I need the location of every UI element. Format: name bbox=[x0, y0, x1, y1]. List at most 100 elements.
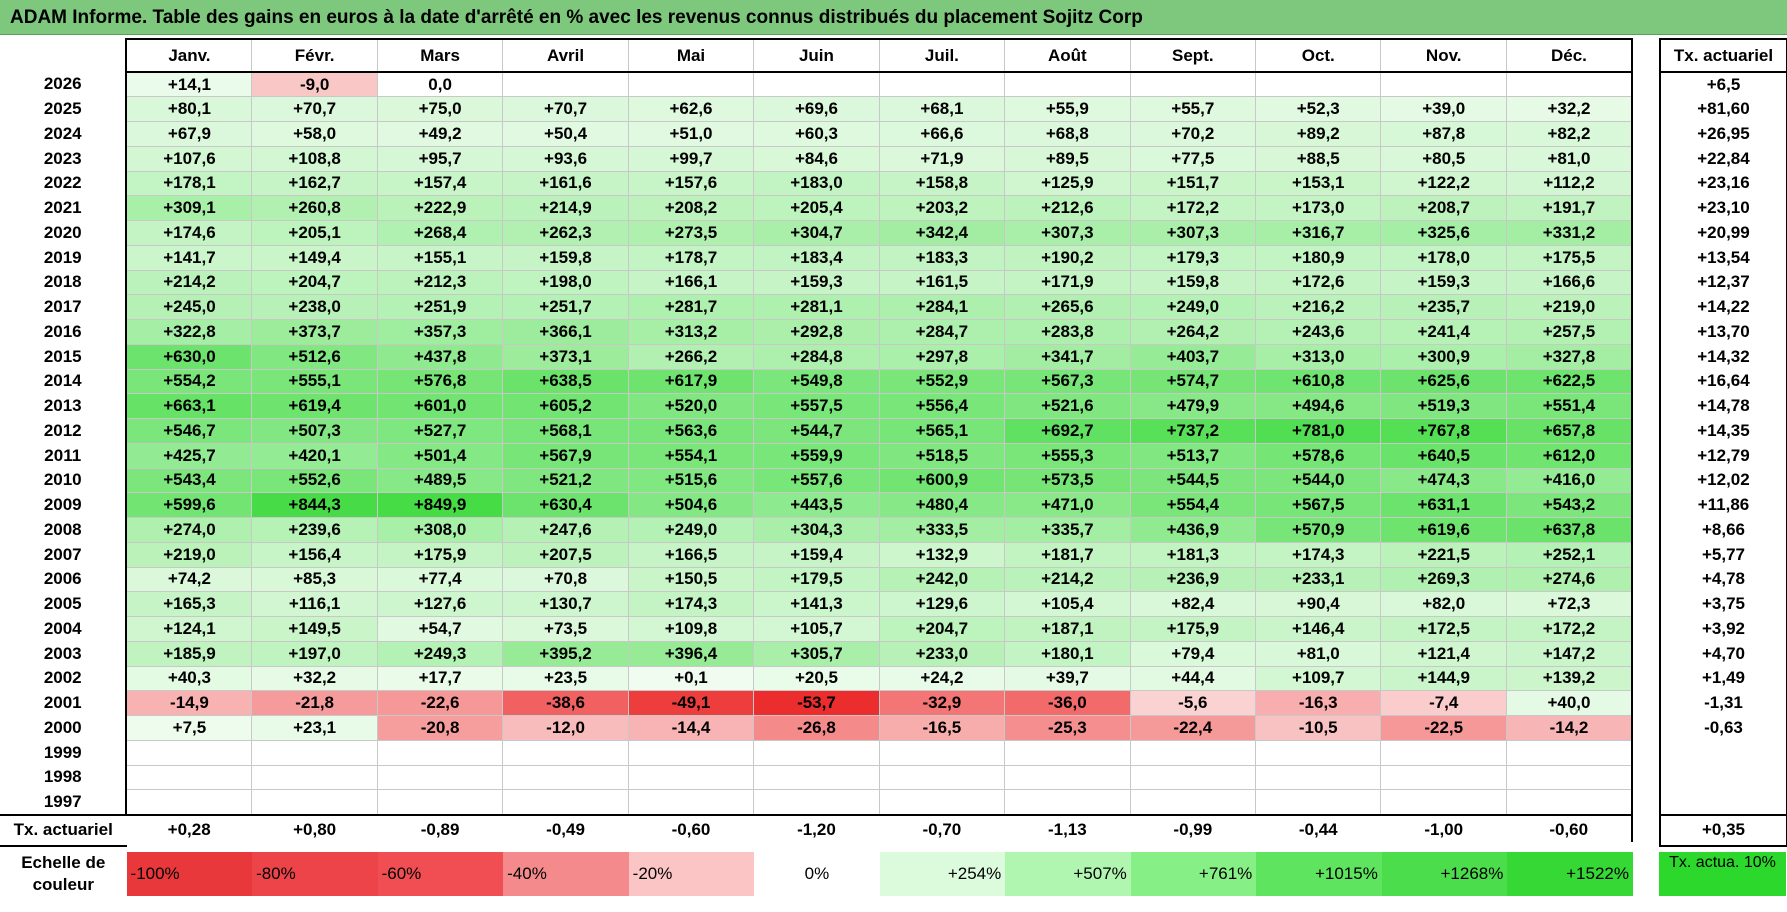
gain-cell: -22,6 bbox=[376, 690, 504, 716]
monthly-rate-cell: +0,28 bbox=[126, 813, 252, 847]
gain-cell: +555,1 bbox=[251, 368, 378, 395]
legend-swatch: +507% bbox=[1005, 842, 1131, 906]
gain-cell: +559,9 bbox=[753, 442, 880, 469]
gain-cell: +214,9 bbox=[502, 195, 629, 221]
gain-cell: +24,2 bbox=[878, 665, 1006, 692]
year-rate-cell: +14,32 bbox=[1659, 344, 1787, 369]
gain-cell: +162,7 bbox=[251, 170, 378, 197]
year-rate-cell: +13,54 bbox=[1659, 245, 1787, 270]
monthly-rate-row: Tx. actuariel +0,28 +0,80 -0,89 -0,49 -0,60 -1… bbox=[0, 813, 1633, 847]
gain-cell: +284,1 bbox=[878, 294, 1006, 320]
year-label: 2019 bbox=[0, 245, 128, 270]
gain-cell: +235,7 bbox=[1380, 294, 1507, 320]
gain-cell: +247,6 bbox=[502, 517, 629, 543]
gain-cell: +82,0 bbox=[1380, 591, 1507, 617]
gain-cell: +151,7 bbox=[1129, 170, 1257, 197]
gain-cell: +373,1 bbox=[502, 343, 629, 370]
year-label: 2023 bbox=[0, 146, 128, 171]
gain-cell: +191,7 bbox=[1505, 195, 1633, 221]
gain-cell: +219,0 bbox=[125, 541, 253, 568]
gain-cell: +251,9 bbox=[376, 294, 504, 320]
gain-cell: -12,0 bbox=[502, 715, 629, 741]
legend-swatch: -20% bbox=[628, 842, 755, 906]
monthly-rate-cell: -1,00 bbox=[1380, 813, 1507, 847]
gain-cell: +20,5 bbox=[753, 665, 880, 692]
gain-cell: +204,7 bbox=[878, 616, 1006, 642]
gain-cell: +630,4 bbox=[502, 492, 629, 518]
gain-cell: +216,2 bbox=[1255, 294, 1382, 320]
gain-cell: +40,3 bbox=[125, 665, 253, 692]
gain-cell: +175,9 bbox=[1129, 616, 1257, 642]
year-label: 2024 bbox=[0, 121, 128, 147]
year-row: 2023 +107,6 +108,8 +95,7 +93,6 +99,7 +84,6 +71,… bbox=[0, 145, 1633, 172]
gain-cell: +239,6 bbox=[251, 517, 378, 543]
gain-cell: +44,4 bbox=[1129, 665, 1257, 692]
year-label: 2018 bbox=[0, 270, 128, 295]
gain-cell: +89,5 bbox=[1004, 145, 1131, 172]
gain-cell: +71,9 bbox=[878, 145, 1006, 172]
gain-cell bbox=[753, 764, 880, 791]
gain-cell: +88,5 bbox=[1255, 145, 1382, 172]
gain-cell bbox=[1380, 764, 1507, 791]
gain-cell: +50,4 bbox=[502, 121, 629, 147]
gain-cell: +58,0 bbox=[251, 121, 378, 147]
year-row: 2024 +67,9 +58,0 +49,2 +50,4 +51,0 +60,3 +66,6 +… bbox=[0, 121, 1633, 147]
gain-cell: +518,5 bbox=[878, 442, 1006, 469]
rate-header: Tx. actuariel bbox=[1659, 38, 1787, 73]
monthly-rate-cell: -0,60 bbox=[628, 813, 754, 847]
year-row: 2007 +219,0 +156,4 +175,9 +207,5 +166,5 +159,4… bbox=[0, 541, 1633, 568]
gain-cell: -36,0 bbox=[1004, 690, 1131, 716]
gain-cell: +557,6 bbox=[753, 467, 880, 494]
year-label: 2020 bbox=[0, 220, 128, 246]
gain-cell bbox=[1255, 789, 1382, 815]
monthly-rate-cell: -0,49 bbox=[502, 813, 629, 847]
month-header: Févr. bbox=[251, 38, 378, 73]
gain-cell: +307,3 bbox=[1129, 220, 1257, 246]
gain-cell: +84,6 bbox=[753, 145, 880, 172]
gain-cell: +32,2 bbox=[251, 665, 378, 692]
gain-cell bbox=[627, 71, 755, 98]
gain-cell: +174,6 bbox=[125, 220, 253, 246]
year-row: 2003 +185,9 +197,0 +249,3 +395,2 +396,4 +305,7… bbox=[0, 640, 1633, 667]
gain-cell: -14,2 bbox=[1505, 715, 1633, 741]
gain-cell: -32,9 bbox=[878, 690, 1006, 716]
legend-label: Echelle de couleur bbox=[21, 853, 106, 894]
gain-cell: +501,4 bbox=[376, 442, 504, 469]
gain-cell: +179,5 bbox=[753, 566, 880, 593]
year-rate-cell: +11,86 bbox=[1659, 492, 1787, 518]
gain-cell: +82,4 bbox=[1129, 591, 1257, 617]
gain-cell: +269,3 bbox=[1380, 566, 1507, 593]
gain-cell: -26,8 bbox=[753, 715, 880, 741]
gain-cell: +159,3 bbox=[753, 269, 880, 296]
gain-cell: -53,7 bbox=[753, 690, 880, 716]
gain-cell: +141,7 bbox=[125, 244, 253, 271]
gain-cell: +166,1 bbox=[627, 269, 755, 296]
year-rate-cell bbox=[1659, 789, 1787, 815]
gain-cell: +161,5 bbox=[878, 269, 1006, 296]
year-rate-cell: +12,37 bbox=[1659, 270, 1787, 295]
gain-cell bbox=[125, 739, 253, 766]
gain-cell: +79,4 bbox=[1129, 640, 1257, 667]
gain-cell: +563,6 bbox=[627, 418, 755, 444]
gain-cell: +304,3 bbox=[753, 517, 880, 543]
gain-cell: +416,0 bbox=[1505, 467, 1633, 494]
gain-cell bbox=[1129, 764, 1257, 791]
gain-cell bbox=[753, 739, 880, 766]
gain-cell: +554,4 bbox=[1129, 492, 1257, 518]
gain-cell: -14,9 bbox=[125, 690, 253, 716]
year-rate-cell: +81,60 bbox=[1659, 96, 1787, 122]
year-row: 2025 +80,1 +70,7 +75,0 +70,7 +62,6 +69,6 +68,1 +… bbox=[0, 96, 1633, 122]
year-rate-cell: +26,95 bbox=[1659, 121, 1787, 147]
gain-cell: +66,6 bbox=[878, 121, 1006, 147]
gain-cell bbox=[1129, 71, 1257, 98]
gain-cell: -22,4 bbox=[1129, 715, 1257, 741]
gain-cell: +108,8 bbox=[251, 145, 378, 172]
gain-cell: +69,6 bbox=[753, 96, 880, 122]
gain-cell bbox=[1380, 739, 1507, 766]
gain-cell: +638,5 bbox=[502, 368, 629, 395]
report-title: ADAM Informe. Table des gains en euros à… bbox=[0, 0, 1787, 35]
gain-cell: +116,1 bbox=[251, 591, 378, 617]
year-rate-cell: +20,99 bbox=[1659, 220, 1787, 246]
gain-cell: +622,5 bbox=[1505, 368, 1633, 395]
gain-cell: +245,0 bbox=[125, 294, 253, 320]
